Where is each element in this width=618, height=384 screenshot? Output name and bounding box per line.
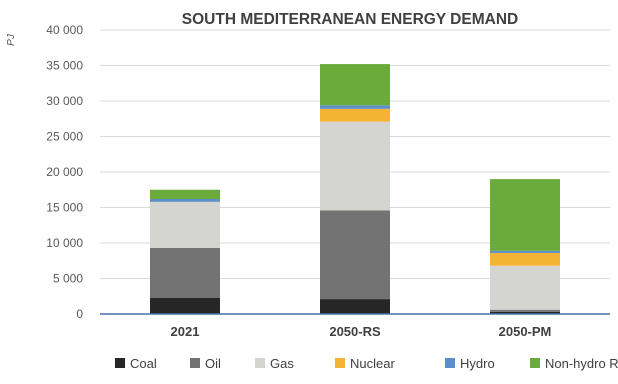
x-tick-label: 2021 — [171, 324, 200, 339]
bar-segment — [150, 198, 220, 202]
bar-segment — [320, 299, 390, 314]
bar-segment — [320, 210, 390, 300]
y-tick-label: 10 000 — [46, 236, 83, 250]
legend-swatch — [190, 358, 200, 368]
legend-swatch — [445, 358, 455, 368]
bar-segment — [490, 250, 560, 253]
bars-layer — [150, 64, 560, 314]
legend-label: Non-hydro RES — [545, 356, 618, 371]
y-tick-label: 15 000 — [46, 201, 83, 215]
bar-segment — [150, 247, 220, 298]
axis-layer: 0 5 000 10 000 15 000 20 000 25 000 30 000 35 0… — [46, 23, 610, 339]
legend-label: Gas — [270, 356, 294, 371]
bar-segment — [150, 189, 220, 199]
legend-label: Coal — [130, 356, 157, 371]
y-axis-label: PJ — [6, 33, 17, 46]
bar-segment — [490, 179, 560, 251]
x-tick-label: 2050-RS — [329, 324, 381, 339]
legend-swatch — [115, 358, 125, 368]
y-tick-label: 20 000 — [46, 165, 83, 179]
y-tick-label: 40 000 — [46, 23, 83, 37]
x-tick-label: 2050-PM — [499, 324, 552, 339]
legend-swatch — [335, 358, 345, 368]
bar-segment — [490, 309, 560, 312]
bar-segment — [320, 121, 390, 211]
y-tick-label: 25 000 — [46, 130, 83, 144]
legend-label: Hydro — [460, 356, 495, 371]
bar-segment — [490, 252, 560, 266]
bar-segment — [490, 265, 560, 310]
y-tick-label: 30 000 — [46, 94, 83, 108]
bar-segment — [490, 311, 560, 314]
legend-swatch — [530, 358, 540, 368]
bar-segment — [150, 297, 220, 314]
bar-segment — [320, 64, 390, 106]
legend-label: Nuclear — [350, 356, 395, 371]
y-tick-label: 5 000 — [53, 272, 83, 286]
bar-segment — [320, 105, 390, 109]
legend: Coal Oil Gas Nuclear Hydro Non-hydro RES — [115, 356, 618, 371]
bar-segment — [320, 108, 390, 122]
legend-swatch — [255, 358, 265, 368]
legend-label: Oil — [205, 356, 221, 371]
y-tick-label: 0 — [76, 307, 83, 321]
bar-segment — [150, 201, 220, 248]
y-tick-label: 35 000 — [46, 59, 83, 73]
chart-title: SOUTH MEDITERRANEAN ENERGY DEMAND — [182, 11, 518, 28]
